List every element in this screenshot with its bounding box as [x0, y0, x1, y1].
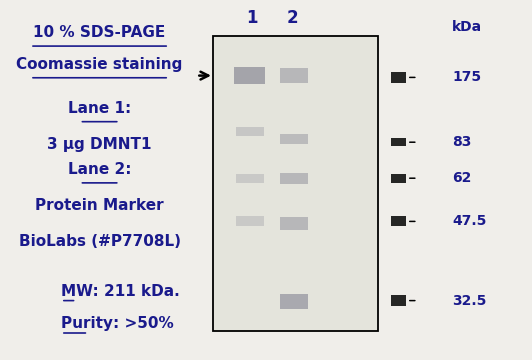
Text: Lane 1:: Lane 1: [68, 101, 131, 116]
Bar [280, 173, 309, 184]
Text: 1: 1 [246, 9, 257, 27]
Bar [213, 36, 378, 331]
Text: kDa: kDa [452, 20, 483, 34]
Bar [236, 127, 264, 136]
Bar [392, 138, 406, 146]
Text: 2: 2 [287, 9, 298, 27]
Text: Purity: >50%: Purity: >50% [61, 316, 174, 331]
Bar [392, 216, 406, 226]
Bar [280, 217, 309, 230]
Text: 3 μg DMNT1: 3 μg DMNT1 [47, 137, 152, 152]
Bar [236, 216, 264, 226]
Bar [280, 68, 309, 83]
Bar [280, 294, 309, 309]
Text: MW: 211 kDa.: MW: 211 kDa. [61, 284, 180, 299]
Bar [392, 72, 406, 83]
Bar [235, 67, 265, 84]
Text: Lane 2:: Lane 2: [68, 162, 131, 177]
Text: Coomassie staining: Coomassie staining [16, 57, 183, 72]
Bar [392, 295, 406, 306]
Bar [392, 174, 406, 183]
Text: BioLabs (#P7708L): BioLabs (#P7708L) [19, 234, 180, 249]
Text: 10 % SDS-PAGE: 10 % SDS-PAGE [34, 25, 165, 40]
Text: 83: 83 [452, 135, 471, 149]
Text: 32.5: 32.5 [452, 294, 487, 307]
Text: Protein Marker: Protein Marker [35, 198, 164, 213]
Bar [236, 174, 264, 183]
Text: 62: 62 [452, 171, 471, 185]
Bar [280, 134, 309, 144]
Text: 175: 175 [452, 71, 481, 84]
Text: 47.5: 47.5 [452, 215, 487, 228]
